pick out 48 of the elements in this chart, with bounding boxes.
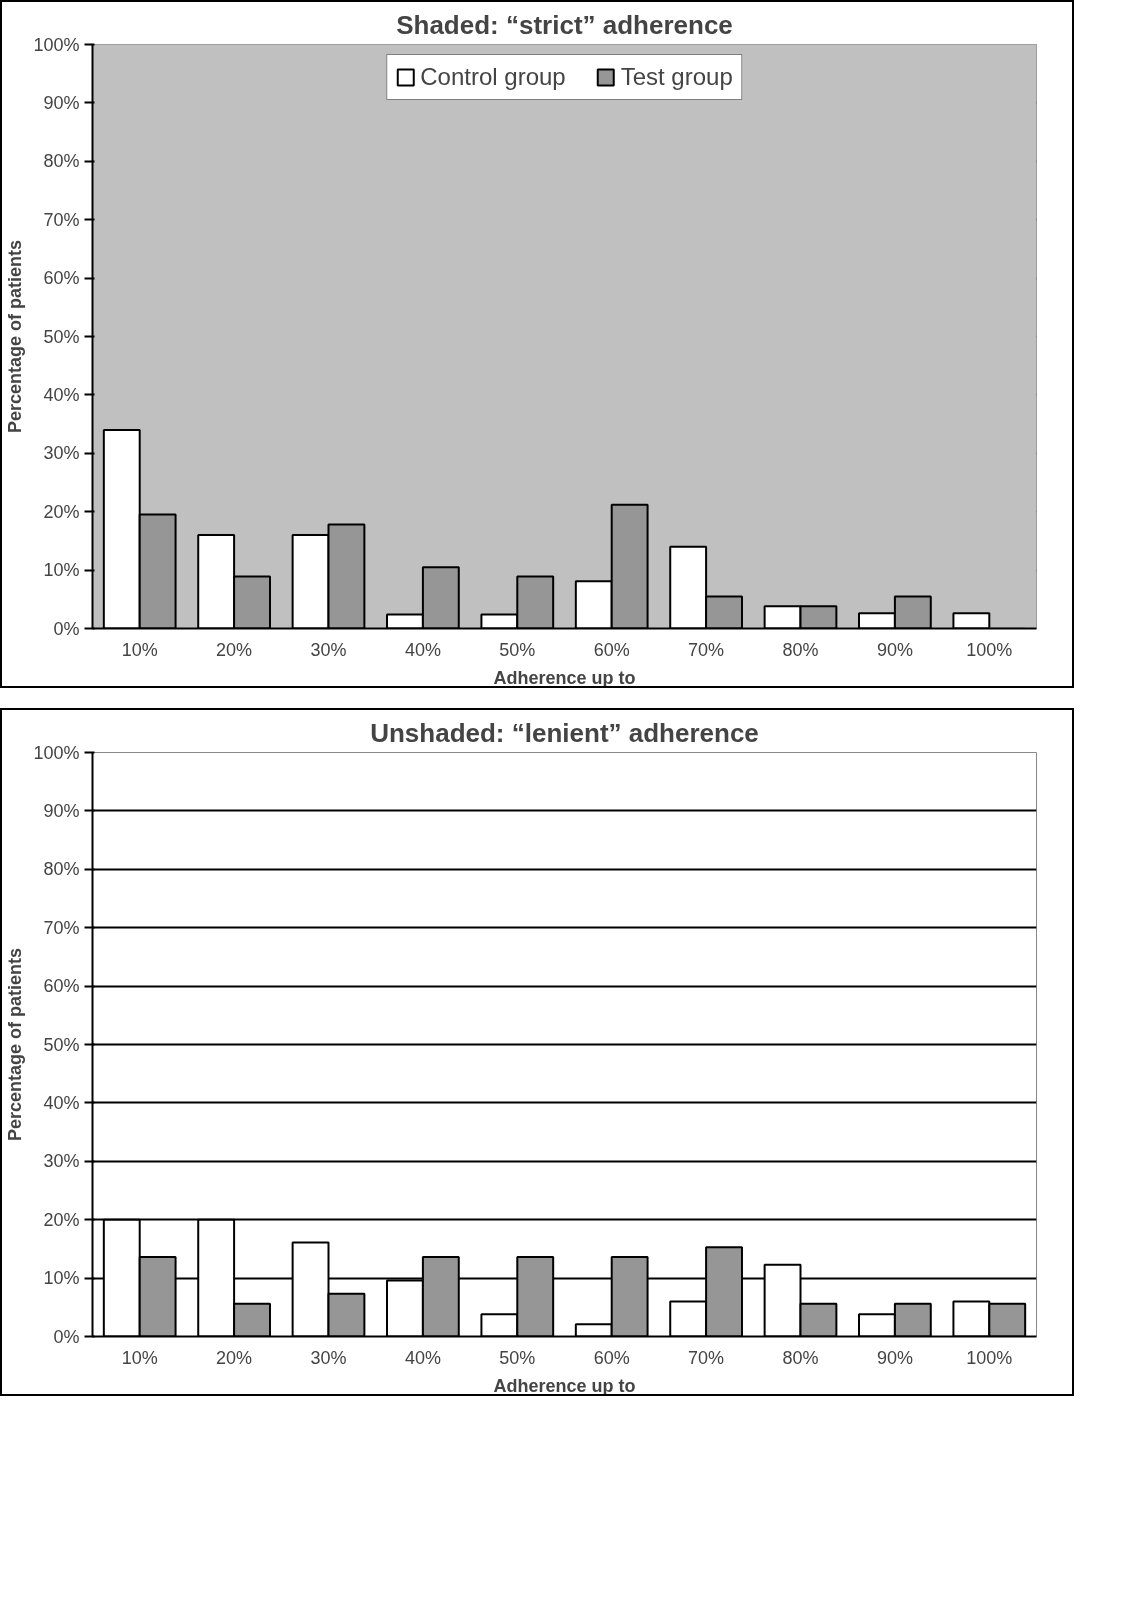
x-tick-label: 100% bbox=[966, 639, 1013, 660]
x-tick-label: 30% bbox=[310, 639, 347, 660]
y-axis-title: Percentage of patients bbox=[5, 947, 26, 1142]
y-tick-label: 60% bbox=[43, 976, 80, 997]
x-tick-label: 80% bbox=[782, 639, 819, 660]
x-tick-label: 70% bbox=[688, 1347, 725, 1368]
x-tick-label: 20% bbox=[216, 639, 253, 660]
y-tick-label: 80% bbox=[43, 151, 80, 172]
y-tick-label: 80% bbox=[43, 859, 80, 880]
y-tick-label: 100% bbox=[33, 34, 80, 55]
y-tick-label: 30% bbox=[43, 1151, 80, 1172]
y-tick-label: 50% bbox=[43, 326, 80, 347]
y-tick-label: 20% bbox=[43, 501, 80, 522]
y-tick-label: 30% bbox=[43, 443, 80, 464]
legend-label: Test group bbox=[620, 63, 733, 91]
x-tick-label: 30% bbox=[310, 1347, 347, 1368]
x-tick-label: 80% bbox=[782, 1347, 819, 1368]
y-tick-label: 20% bbox=[43, 1209, 80, 1230]
y-tick-label: 90% bbox=[43, 800, 80, 821]
y-tick-label: 40% bbox=[43, 1092, 80, 1113]
y-tick-label: 70% bbox=[43, 917, 80, 938]
chart-title: Shaded: “strict” adherence bbox=[396, 9, 733, 40]
chart-title: Unshaded: “lenient” adherence bbox=[370, 717, 759, 748]
x-tick-label: 10% bbox=[121, 1347, 158, 1368]
y-tick-label: 0% bbox=[53, 1326, 80, 1347]
legend-label: Control group bbox=[420, 63, 566, 91]
x-tick-label: 10% bbox=[121, 639, 158, 660]
x-tick-label: 90% bbox=[876, 1347, 913, 1368]
y-tick-label: 10% bbox=[43, 1268, 80, 1289]
x-tick-label: 90% bbox=[876, 639, 913, 660]
x-tick-label: 50% bbox=[499, 639, 536, 660]
y-tick-label: 50% bbox=[43, 1034, 80, 1055]
x-tick-label: 50% bbox=[499, 1347, 536, 1368]
x-tick-label: 60% bbox=[593, 639, 630, 660]
y-tick-label: 70% bbox=[43, 209, 80, 230]
x-tick-label: 60% bbox=[593, 1347, 630, 1368]
x-tick-label: 20% bbox=[216, 1347, 253, 1368]
y-tick-label: 90% bbox=[43, 92, 80, 113]
y-tick-label: 40% bbox=[43, 384, 80, 405]
y-axis-title: Percentage of patients bbox=[5, 239, 26, 434]
x-tick-label: 40% bbox=[404, 639, 441, 660]
x-tick-label: 40% bbox=[404, 1347, 441, 1368]
y-tick-label: 0% bbox=[53, 618, 80, 639]
y-tick-label: 10% bbox=[43, 560, 80, 581]
y-tick-label: 60% bbox=[43, 268, 80, 289]
x-tick-label: 70% bbox=[688, 639, 725, 660]
x-tick-label: 100% bbox=[966, 1347, 1013, 1368]
y-tick-label: 100% bbox=[33, 742, 80, 763]
